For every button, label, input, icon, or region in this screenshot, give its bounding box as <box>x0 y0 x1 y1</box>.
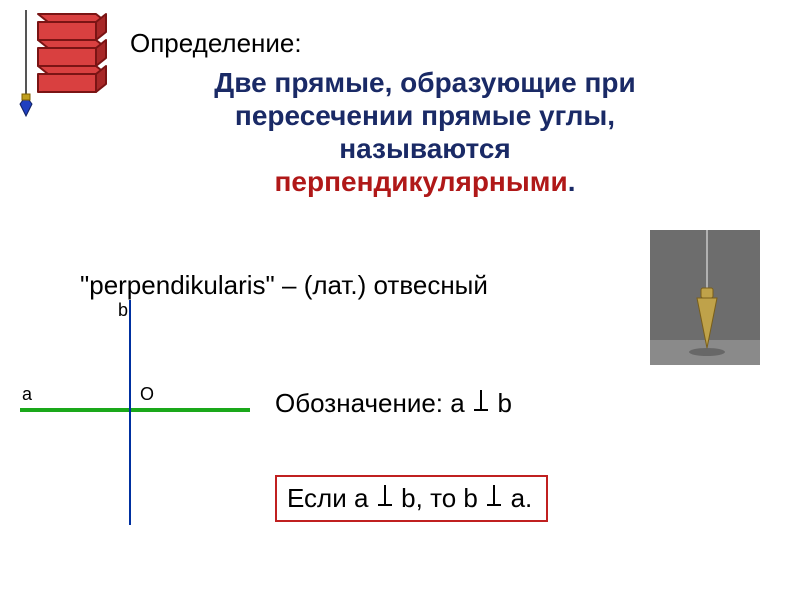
perp-symbol-icon <box>487 485 501 508</box>
notation-prefix: Обозначение: a <box>275 388 472 418</box>
box-part2: b, то b <box>394 483 485 513</box>
plumb-photo <box>650 230 760 365</box>
definition-line1: Две прямые, образующие при <box>214 67 635 98</box>
perp-symbol-icon <box>378 485 392 508</box>
definition-highlight: перпендикулярными <box>275 166 568 197</box>
definition-line3: называются <box>339 133 511 164</box>
notation-suffix: b <box>490 388 512 418</box>
label-b: b <box>118 300 128 320</box>
symmetry-box: Если a b, то b a. <box>275 475 548 522</box>
definition-line2: пересечении прямые углы, <box>235 100 615 131</box>
box-part3: a. <box>503 483 532 513</box>
definition-dot: . <box>568 166 576 197</box>
box-part1: Если a <box>287 483 376 513</box>
label-a: a <box>22 384 33 404</box>
latin-etymology: "perpendikularis" – (лат.) отвесный <box>80 270 488 301</box>
perpendicular-diagram: a b O <box>10 300 260 530</box>
definition-text: Две прямые, образующие при пересечении п… <box>90 66 760 198</box>
slide-title: Определение: <box>130 28 302 59</box>
label-o: O <box>140 384 154 404</box>
perp-symbol-icon <box>474 390 488 413</box>
notation-text: Обозначение: a b <box>275 388 512 419</box>
